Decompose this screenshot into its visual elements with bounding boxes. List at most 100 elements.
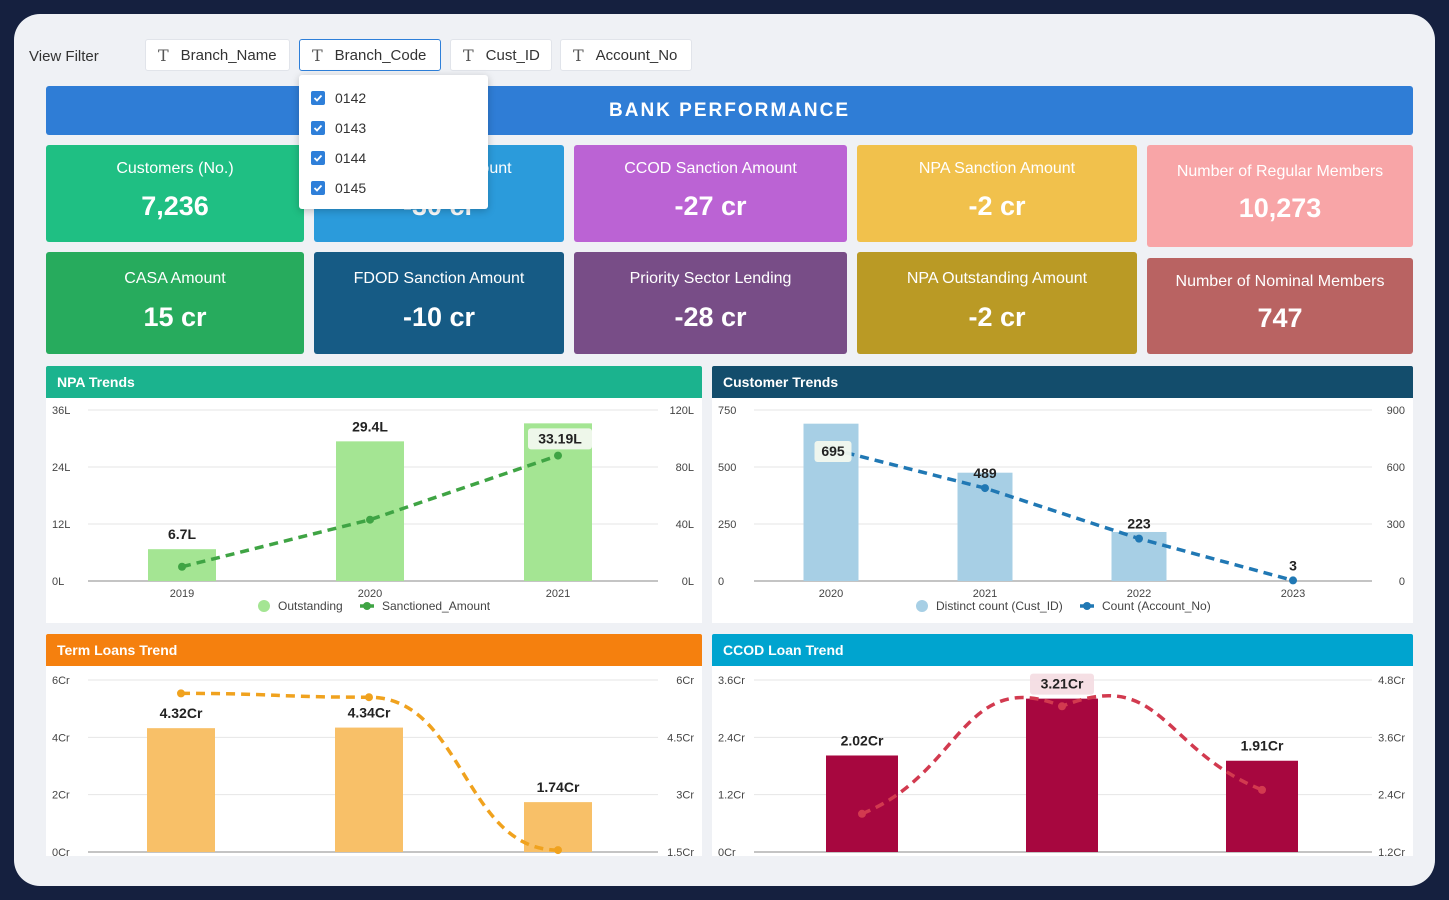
y-tick-label-right: 2.4Cr [1378,790,1405,802]
y-tick-label-left: 0Cr [52,847,70,856]
y-tick-label-right: 0L [682,576,694,588]
filter-chip-cust-id[interactable]: T Cust_ID [450,39,552,71]
kpi-label: CASA Amount [124,270,226,287]
kpi-label: CCOD Sanction Amount [624,160,797,177]
data-label-background [1030,673,1094,695]
y-tick-label-left: 12L [52,519,70,531]
filter-chip-label: Branch_Name [180,46,277,64]
filter-chip-branch-code[interactable]: T Branch_Code [299,39,441,71]
checkbox-checked-icon[interactable] [311,151,325,165]
bar [336,441,404,581]
legend-label: Count (Account_No) [1102,599,1211,613]
checkbox-checked-icon[interactable] [311,181,325,195]
y-tick-label-left: 0 [718,576,724,588]
legend-swatch [258,600,270,612]
series-point [177,689,185,698]
kpi-label: Customers (No.) [116,160,234,177]
kpi-label: FDOD Sanction Amount [353,270,525,287]
legend-label: Distinct count (Cust_ID) [936,599,1063,613]
kpi-value: 15 cr [143,302,207,332]
filter-chip-label: Account_No [595,46,678,64]
kpi-card-regular-members: Number of Regular Members 10,273 [1147,145,1413,247]
legend-swatch-dot [1083,602,1091,610]
filter-chip-account-no[interactable]: T Account_No [560,39,692,71]
legend-label: Outstanding [278,599,343,613]
y-tick-label-right: 80L [676,462,694,474]
series-point [554,846,562,855]
series-point [1289,576,1297,585]
y-tick-label-right: 120L [670,405,694,417]
data-label: 1.74Cr [537,779,580,795]
data-label: 2.02Cr [841,732,884,748]
text-type-icon: T [463,45,474,65]
kpi-label: Number of Regular Members [1176,163,1384,180]
y-tick-label-right: 1.5Cr [667,847,694,856]
text-type-icon: T [312,45,323,65]
term-loans-chart: 0Cr 2Cr 4Cr 6Cr 1.5Cr 3Cr 4.5Cr 6Cr 4.32Cr 4.34Cr… [52,675,694,856]
y-tick-label-right: 900 [1387,405,1405,417]
data-label: 695 [821,443,845,459]
kpi-value: 747 [1257,303,1303,333]
series-point [1058,702,1066,711]
y-tick-label-left: 6Cr [52,675,70,687]
dropdown-option-label: 0142 [335,90,367,106]
kpi-card-priority-sector: Priority Sector Lending -28 cr [574,252,847,354]
kpi-card-npa-outstanding: NPA Outstanding Amount -2 cr [857,252,1137,354]
y-tick-label-right: 3Cr [676,790,694,802]
y-tick-label-right: 300 [1387,519,1405,531]
dropdown-option[interactable]: 0144 [299,143,488,173]
kpi-value: -28 cr [674,302,747,332]
kpi-value: -2 cr [968,302,1026,332]
kpi-card-ccod-sanction: CCOD Sanction Amount -27 cr [574,145,847,242]
y-tick-label-left: 1.2Cr [718,790,745,802]
ccod-loan-chart: 0Cr 1.2Cr 2.4Cr 3.6Cr 1.2Cr 2.4Cr 3.6Cr 4.8Cr 2.… [718,673,1405,856]
term-loans-panel: Term Loans Trend 0Cr 2Cr 4Cr 6Cr 1.5Cr 3Cr 4.5… [46,634,702,856]
legend-swatch-dot [363,602,371,610]
filter-chip-label: Branch_Code [334,46,427,64]
data-label: 489 [973,465,997,481]
dropdown-option[interactable]: 0145 [299,173,488,203]
kpi-card-nominal-members: Number of Nominal Members 747 [1147,258,1413,354]
data-label-background [528,428,592,450]
data-label: 4.32Cr [160,705,203,721]
kpi-label: Priority Sector Lending [629,270,792,287]
data-label: 3 [1289,557,1297,573]
y-tick-label-right: 4.8Cr [1378,675,1405,687]
kpi-value: -27 cr [674,191,747,221]
x-tick-label: 2021 [973,588,997,600]
panel-title: NPA Trends [46,366,702,398]
bar [524,423,592,581]
x-tick-label: 2020 [358,588,382,600]
data-label: 29.4L [352,418,388,434]
bar [826,755,898,852]
data-label: 6.7L [168,526,196,542]
dropdown-option[interactable]: 0142 [299,83,488,113]
data-label-background [814,440,852,462]
x-tick-label: 2023 [1281,588,1305,600]
series-point [858,809,866,818]
legend-label: Sanctioned_Amount [382,599,491,613]
data-label: 223 [1127,516,1151,532]
text-type-icon: T [573,45,584,65]
dropdown-option-label: 0144 [335,150,367,166]
ccod-loan-panel: CCOD Loan Trend 0Cr 1.2Cr 2.4Cr 3.6Cr 1.2Cr 2… [712,634,1413,856]
kpi-value: 10,273 [1238,193,1322,223]
series-point [366,515,374,524]
dropdown-option[interactable]: 0143 [299,113,488,143]
checkbox-checked-icon[interactable] [311,121,325,135]
y-tick-label-left: 250 [718,519,736,531]
series-point [1258,785,1266,794]
kpi-card-customers: Customers (No.) 7,236 [46,145,304,242]
y-tick-label-right: 4.5Cr [667,732,694,744]
y-tick-label-left: 4Cr [52,732,70,744]
filter-chip-branch-name[interactable]: T Branch_Name [145,39,290,71]
bar [1226,760,1298,852]
customer-trends-panel: Customer Trends 0 250 500 750 0 300 600 900 2020… [712,366,1413,623]
x-tick-label: 2019 [170,588,194,600]
dashboard-frame: View Filter T Branch_Name T Branch_Code … [14,14,1435,886]
kpi-label: Number of Nominal Members [1175,273,1385,290]
dropdown-option-label: 0145 [335,180,367,196]
checkbox-checked-icon[interactable] [311,91,325,105]
y-tick-label-left: 750 [718,405,736,417]
kpi-label: NPA Sanction Amount [918,160,1076,177]
